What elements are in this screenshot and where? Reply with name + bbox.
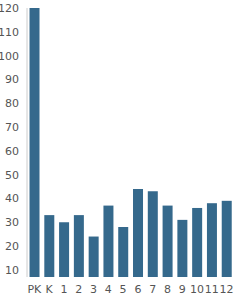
svg-text:20: 20 (8, 240, 19, 253)
svg-text:11: 11 (205, 283, 219, 296)
svg-text:9: 9 (179, 283, 186, 296)
svg-text:5: 5 (120, 283, 127, 296)
svg-text:100: 100 (8, 50, 19, 63)
svg-text:6: 6 (134, 283, 141, 296)
svg-text:40: 40 (8, 192, 19, 205)
svg-text:110: 110 (8, 26, 19, 39)
svg-text:90: 90 (8, 73, 19, 86)
svg-text:12: 12 (220, 283, 232, 296)
svg-text:7: 7 (149, 283, 156, 296)
svg-text:4: 4 (105, 283, 112, 296)
svg-text:60: 60 (8, 145, 19, 158)
svg-text:50: 50 (8, 169, 19, 182)
svg-text:10: 10 (190, 283, 204, 296)
svg-text:120: 120 (8, 2, 19, 15)
svg-text:K: K (46, 283, 54, 296)
svg-text:80: 80 (8, 97, 19, 110)
svg-text:PK: PK (27, 283, 42, 296)
svg-text:1: 1 (60, 283, 67, 296)
svg-text:10: 10 (8, 264, 19, 277)
svg-text:8: 8 (164, 283, 171, 296)
svg-text:30: 30 (8, 216, 19, 229)
svg-text:70: 70 (8, 121, 19, 134)
svg-text:3: 3 (90, 283, 97, 296)
svg-text:2: 2 (75, 283, 82, 296)
